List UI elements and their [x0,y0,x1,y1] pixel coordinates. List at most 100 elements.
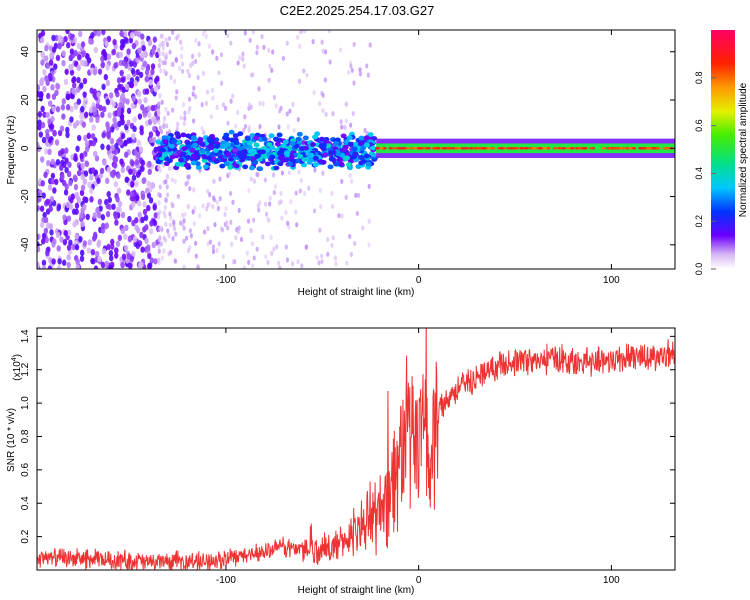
spectrogram-cell [148,197,154,204]
spectrogram-cell [252,217,256,223]
spectrogram-cell [124,176,129,183]
spectrogram-cell [666,147,671,150]
spectrogram-cell [45,159,51,167]
spectrogram-cell [279,105,283,111]
spectrogram-cell [120,227,126,235]
spectrogram-cell [153,258,158,265]
spectrogram-cell [162,68,167,74]
spectrogram-cell [240,56,245,62]
spectrogram-cell [132,116,137,123]
spectrogram-cell [197,41,201,47]
spectrogram-cell [339,119,343,125]
spectrogram-cell [170,165,174,171]
spectrogram-cell [42,68,47,76]
spectrogram-cell [71,243,76,251]
spectrogram-cell [104,40,109,47]
spectrogram-cell [264,161,271,167]
spectrogram-cell [50,115,55,123]
spectrogram-cell [285,40,289,46]
spectrogram-cell [570,147,575,150]
spectrogram-cell [349,251,353,258]
spectrogram-cell [158,125,162,131]
spectrogram-cell [156,152,163,158]
spectrogram-cell [159,147,166,153]
spectrogram-cell [226,120,230,126]
spectrogram-cell [524,147,529,150]
spectrogram-cell [272,94,277,101]
spectrogram-cell [543,147,548,150]
spectrogram-cell [175,161,182,167]
spectrogram-cell [105,177,110,185]
spectrogram-cell [343,124,347,131]
spectrogram-cell [147,111,152,119]
spectrogram-cell [347,142,354,147]
spectrogram-cell [180,45,184,51]
spectrogram-cell [324,111,328,117]
spectrogram-cell [107,112,112,119]
spectrogram-y-tick-label: 20 [20,94,31,106]
spectrogram-cell [167,165,172,172]
spectrogram-cell [186,203,190,210]
spectrogram-cell [247,149,254,154]
spectrogram-cell [219,80,224,86]
spectrogram-cell [142,208,148,216]
spectrogram-cell [46,92,51,100]
spectrogram-cell [53,63,58,70]
spectrogram-cell [65,104,71,111]
spectrogram-cell [347,69,351,75]
spectrogram-cell [182,120,186,127]
spectrogram-cell [192,220,197,227]
spectrogram-cell [120,211,126,219]
spectrogram-cell [158,209,162,215]
spectrogram-cell [84,140,90,147]
spectrogram-cell [162,248,166,254]
spectrogram-cell [153,85,159,93]
spectrogram-cell [150,104,155,112]
spectrogram-cell [296,131,303,137]
spectrogram-cell [120,261,125,269]
spectrogram-cell [312,134,319,140]
spectrogram-cell [361,225,365,231]
spectrogram-marks [37,30,675,269]
spectrogram-cell [93,265,99,269]
spectrogram-cell [302,145,309,151]
spectrogram-cell [61,59,66,67]
spectrogram-cell [54,34,59,42]
spectrogram-cell [367,132,374,137]
spectrogram-cell [40,121,46,129]
spectrogram-cell [135,171,141,178]
spectrogram-cell [68,179,73,187]
spectrogram-cell [296,259,300,265]
spectrogram-cell [331,111,335,117]
spectrogram-cell [73,103,79,110]
spectrogram-cell [147,262,153,269]
spectrogram-cell [218,196,222,202]
spectrogram-cell [247,188,251,194]
spectrogram-cell [370,145,377,151]
spectrogram-cell [277,260,281,266]
spectrogram-cell [73,49,78,57]
spectrogram-cell [615,147,621,150]
spectrogram-cell [147,161,152,168]
spectrogram-cell [193,150,200,156]
spectrogram-cell [71,87,76,95]
spectrogram-cell [96,177,101,184]
spectrogram-cell [52,187,57,194]
spectrogram-cell [140,216,145,224]
spectrogram-cell [82,77,88,85]
spectrogram-cell [255,44,259,50]
spectrogram-cell [237,154,244,159]
spectrogram-cell [167,35,172,42]
spectrogram-cell [267,47,271,53]
spectrogram-cell [181,146,188,152]
spectrogram-cell [41,136,47,144]
spectrogram-cell [187,96,192,102]
spectrogram-cell [146,244,151,251]
spectrogram-cell [138,146,144,153]
spectrogram-cell [340,133,347,139]
spectrogram-cell [464,147,470,150]
spectrogram-cell [263,201,268,207]
spectrogram-cell [45,133,50,140]
spectrogram-cell [169,74,173,81]
